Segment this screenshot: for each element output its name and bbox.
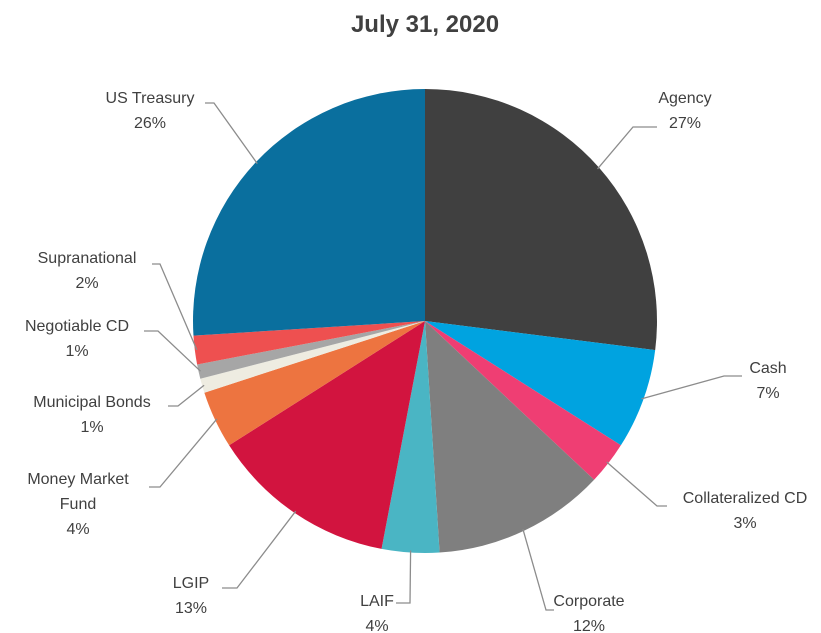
data-label-agency: Agency 27% (658, 90, 711, 132)
data-label-corporate: Corporate 12% (553, 593, 624, 633)
data-label-us-treasury: US Treasury 26% (106, 90, 195, 132)
data-label-cash: Cash 7% (749, 360, 786, 402)
slice-municipal-bonds (200, 321, 425, 393)
slice-negotiable-cd (197, 321, 425, 379)
slice-lgip (229, 321, 425, 549)
data-label-supranational: Supranational 2% (38, 250, 137, 292)
leader-line-money-market-fund (149, 418, 218, 488)
slice-collateralized-cd (425, 321, 621, 480)
slice-agency (425, 89, 657, 351)
leader-line-lgip (222, 510, 297, 589)
slice-us-treasury (193, 89, 425, 336)
leader-line-corporate (522, 528, 554, 611)
data-label-lgip: LGIP 13% (173, 575, 209, 617)
leader-line-collateralized-cd (606, 461, 667, 507)
slice-cash (425, 321, 656, 446)
leader-line-us-treasury (205, 102, 258, 164)
leader-line-supranational (152, 263, 198, 351)
data-label-municipal-bonds: Municipal Bonds 1% (33, 394, 150, 436)
data-label-negotiable-cd: Negotiable CD 1% (25, 318, 129, 360)
leader-line-agency (597, 126, 657, 170)
leader-line-municipal-bonds (168, 384, 205, 407)
chart-title: July 31, 2020 (351, 11, 499, 38)
slice-supranational (193, 321, 425, 365)
data-label-money-market-fund: Money Market Fund 4% (27, 471, 129, 538)
leader-line-laif (396, 550, 412, 604)
slice-laif (381, 321, 440, 553)
leader-line-cash (641, 375, 742, 400)
leader-line-negotiable-cd (144, 330, 201, 372)
data-label-collateralized-cd: Collateralized CD 3% (683, 490, 808, 532)
slice-corporate (425, 321, 595, 553)
data-label-laif: LAIF 4% (360, 593, 394, 633)
slice-money-market-fund (204, 321, 425, 446)
